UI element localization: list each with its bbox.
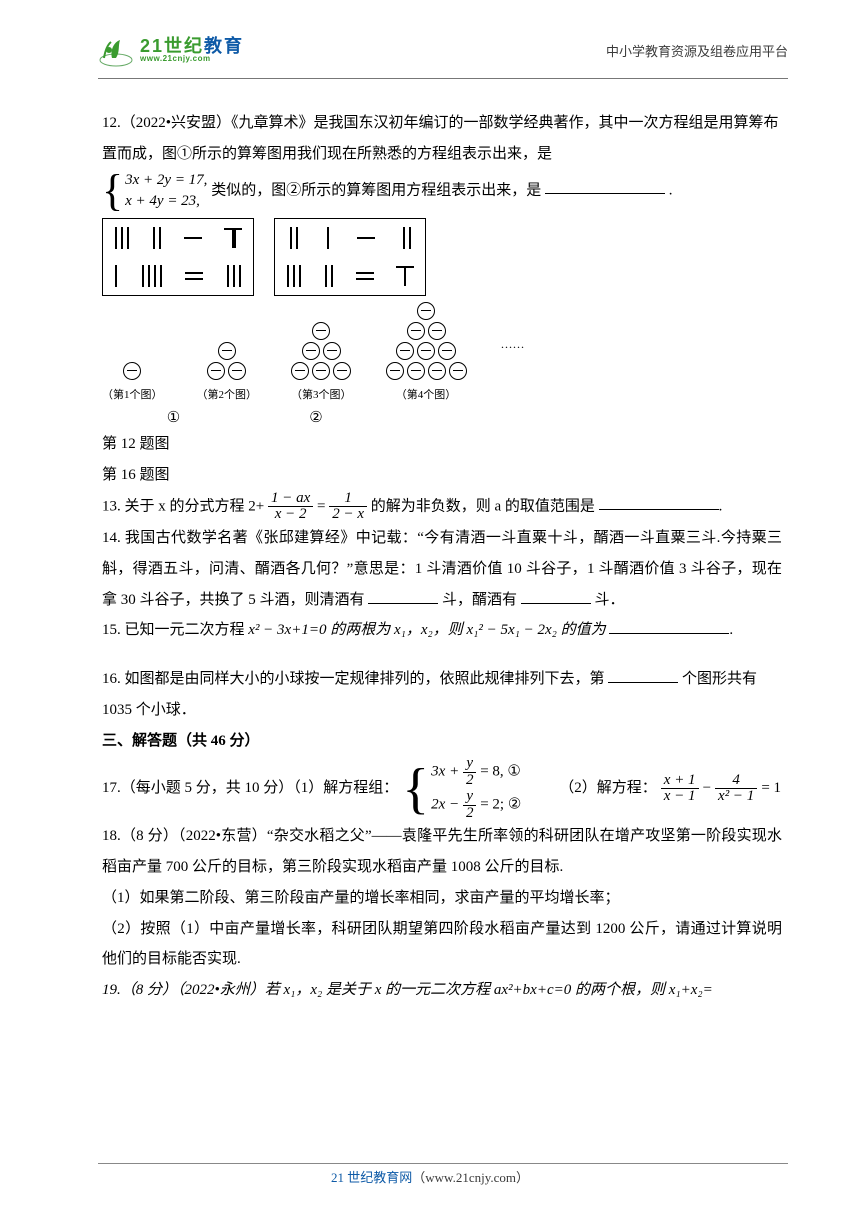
fig1: （第1个图） — [102, 362, 163, 407]
q12-system-line: { 3x + 2y = 17, x + 4y = 23, 类似的，图②所示的算筹… — [102, 170, 782, 212]
q15-blank — [609, 618, 729, 634]
q13-period: . — [719, 498, 723, 514]
fig2-cap: （第2个图） — [197, 384, 258, 407]
header-subtitle: 中小学教育资源及组卷应用平台 — [606, 41, 788, 60]
footer-url: （www.21cnjy.com） — [412, 1170, 529, 1185]
q16-blank — [608, 667, 678, 683]
q18-l2: （1）如果第二阶段、第三阶段亩产量的增长率相同，求亩产量的平均增长率； — [102, 883, 782, 914]
footer-brand: 21 世纪教育网 — [331, 1170, 412, 1185]
rod-box-2 — [274, 218, 426, 296]
pattern-dots: …… — [501, 332, 525, 375]
circled-2: ② — [309, 408, 324, 429]
logo-cn-c: 教育 — [204, 36, 244, 56]
q15-body: ² − 3x+1=0 的两根为 — [255, 622, 394, 638]
q13-frac1: 1 − axx − 2 — [268, 491, 313, 524]
fig3-cap: （第3个图） — [291, 384, 352, 407]
q19: 19.（8 分）（2022•永州）若 x₁，x₂ 是关于 x 的一元二次方程 a… — [102, 975, 782, 1006]
q17-system: { 3x + y2 = 8, ① 2x − y2 = 2; ② — [402, 756, 521, 821]
q14-mid: 斗，醑酒有 — [442, 592, 517, 608]
q13-blank — [599, 494, 719, 510]
q13-post: 的解为非负数，则 a 的取值范围是 — [371, 498, 595, 514]
q12-sys-row2: x + 4y = 23, — [125, 191, 207, 212]
q17-label: 17.（每小题 5 分，共 10 分）（1）解方程组： — [102, 773, 398, 804]
q13-eq: = — [317, 498, 329, 514]
q18-l3: （2）按照（1）中亩产量增长率，科研团队期望第四阶段水稻亩产量达到 1200 公… — [102, 914, 782, 976]
pattern-figures: （第1个图） （第2个图） （第3个图） — [102, 302, 782, 407]
q12-text: 12.（2022•兴安盟）《九章算术》是我国东汉初年编订的一部数学经典著作，其中… — [102, 108, 782, 170]
rod-boxes — [102, 218, 782, 296]
q13-pre: 13. 关于 x 的分式方程 2+ — [102, 498, 264, 514]
q12-system: { 3x + 2y = 17, x + 4y = 23, — [102, 170, 207, 212]
page-header: 21世纪教育 www.21cnjy.com 中小学教育资源及组卷应用平台 — [98, 32, 788, 68]
section3-title: 三、解答题（共 46 分） — [102, 726, 782, 757]
footer: 21 世纪教育网（www.21cnjy.com） — [0, 1167, 860, 1186]
q14-blank1 — [368, 588, 438, 604]
q17-eq1: = 1 — [761, 773, 781, 804]
logo-cn: 21世纪教育 — [140, 37, 244, 55]
q13: 13. 关于 x 的分式方程 2+ 1 − axx − 2 = 12 − x 的… — [102, 491, 782, 524]
fig1-cap: （第1个图） — [102, 384, 163, 407]
q12-blank — [545, 178, 665, 194]
rod-box-1 — [102, 218, 254, 296]
q15-period: . — [729, 622, 733, 638]
fig3: （第3个图） — [291, 322, 352, 407]
circled-1: ① — [166, 408, 181, 429]
fig2: （第2个图） — [197, 342, 258, 407]
logo-mark — [98, 32, 134, 68]
q17-minus: − — [703, 773, 711, 804]
fig4-cap: （第4个图） — [396, 384, 457, 407]
logo: 21世纪教育 www.21cnjy.com — [98, 32, 244, 68]
q12-sys-row1: 3x + 2y = 17, — [125, 170, 207, 191]
fig12-title: 第 12 题图 — [102, 429, 782, 460]
logo-text: 21世纪教育 www.21cnjy.com — [140, 37, 244, 63]
q19-text: 19.（8 分）（2022•永州）若 x₁，x₂ 是关于 x 的一元二次方程 a… — [102, 982, 713, 998]
fig4: （第4个图） — [386, 302, 467, 407]
logo-cn-b: 世纪 — [164, 36, 204, 56]
q17: 17.（每小题 5 分，共 10 分）（1）解方程组： { 3x + y2 = … — [102, 756, 782, 821]
header-rule — [98, 78, 788, 79]
q15: 15. 已知一元二次方程 x² − 3x+1=0 的两根为 x₁，x₂，则 x₁… — [102, 615, 782, 646]
footer-rule — [98, 1163, 788, 1164]
brace-icon: { — [102, 171, 123, 211]
q14-blank2 — [521, 588, 591, 604]
q16-pre: 16. 如图都是由同样大小的小球按一定规律排列的，依照此规律排列下去，第 — [102, 671, 605, 687]
q12-period: . — [669, 182, 673, 198]
fig16-title: 第 16 题图 — [102, 460, 782, 491]
q14: 14. 我国古代数学名著《张邱建算经》中记载：“今有清酒一斗直粟十斗，醑酒一斗直… — [102, 523, 782, 615]
content: 12.（2022•兴安盟）《九章算术》是我国东汉初年编订的一部数学经典著作，其中… — [102, 108, 782, 1006]
logo-cn-a: 21 — [140, 36, 164, 56]
q14-end: 斗． — [595, 592, 625, 608]
q13-frac2: 12 − x — [329, 491, 367, 524]
q16: 16. 如图都是由同样大小的小球按一定规律排列的，依照此规律排列下去，第 个图形… — [102, 664, 782, 726]
logo-url: www.21cnjy.com — [140, 55, 244, 63]
brace-icon: { — [402, 764, 429, 814]
q12-after: 类似的，图②所示的算筹图用方程组表示出来，是 — [211, 182, 541, 198]
q15-post1: x₁，x₂，则 x₁² − 5x₁ − 2x₂ 的值为 — [394, 622, 606, 638]
q17-frac1: x + 1x − 1 — [661, 773, 699, 806]
q12-prefix: 12.（2022•兴安盟）《九章算术》是我国东汉初年编订的一部数学经典著作，其中… — [102, 115, 779, 162]
q15-pre: 15. 已知一元二次方程 — [102, 622, 248, 638]
q17-p2-label: （2）解方程： — [559, 773, 657, 804]
q15-x: x — [248, 622, 255, 638]
q18-l1: 18.（8 分）（2022•东营）“杂交水稻之父”——袁隆平先生所率领的科研团队… — [102, 821, 782, 883]
q17-frac2: 4x² − 1 — [715, 773, 757, 806]
